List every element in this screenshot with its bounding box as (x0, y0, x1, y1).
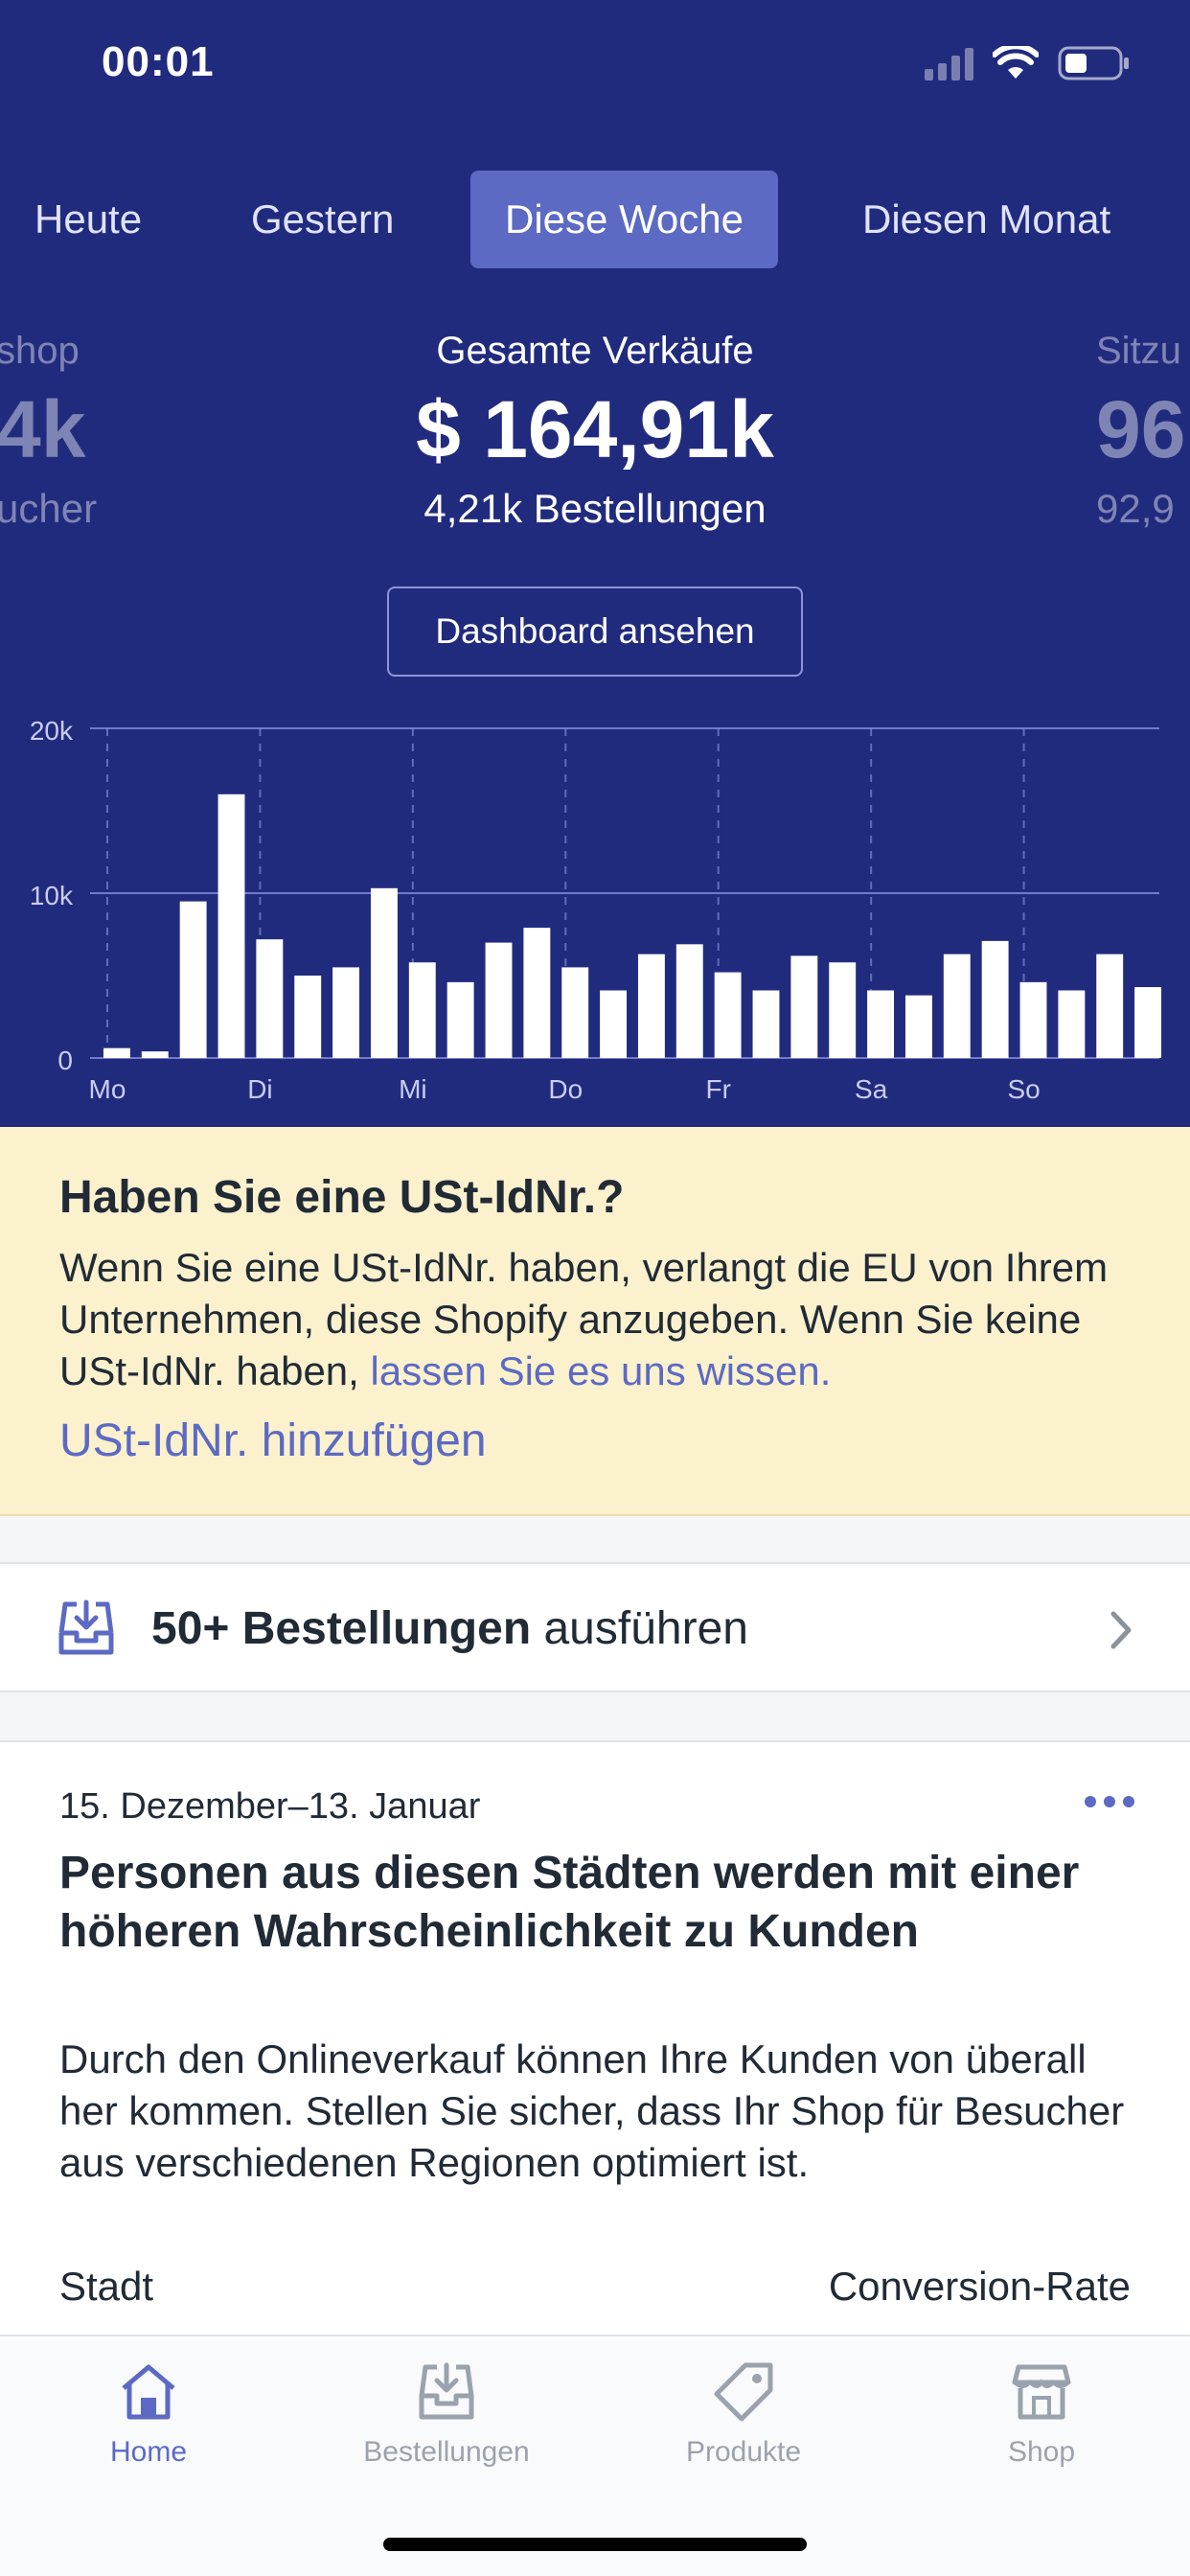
total-sales-label: Gesamte Verkäufe (436, 330, 754, 372)
insight-description: Durch den Onlineverkauf können Ihre Kund… (59, 2036, 1125, 2185)
chart-bar (829, 962, 857, 1058)
tag-icon (714, 2362, 773, 2422)
chart-bar (561, 967, 589, 1058)
add-vat-number-link[interactable]: USt-IdNr. hinzufügen (59, 1415, 487, 1466)
chart-bar (1058, 990, 1086, 1058)
fulfill-orders-row[interactable]: 50+ Bestellungen ausführen (0, 1562, 1190, 1692)
total-sales-value: $ 164,91k (416, 384, 774, 474)
chart-bar (1019, 981, 1047, 1058)
status-time: 00:01 (102, 38, 215, 85)
metric-right-label: Sitzu (1096, 330, 1181, 372)
chart-bar (867, 990, 895, 1058)
chart-bar (752, 990, 780, 1058)
tab-home[interactable]: Home (34, 2359, 263, 2469)
tab-bestellungen[interactable]: Bestellungen (332, 2359, 561, 2469)
tab-heute[interactable]: Heute (34, 196, 143, 242)
fulfill-action: ausführen (543, 1603, 748, 1654)
tab-diesen-monat[interactable]: Diesen Monat (862, 196, 1111, 242)
chart-bar (179, 901, 207, 1058)
column-header-conversion-rate: Conversion-Rate (828, 2264, 1131, 2309)
metric-card-left[interactable]: shop 4k ucher (0, 324, 97, 537)
chart-bar (294, 976, 322, 1058)
view-dashboard-button[interactable]: Dashboard ansehen (387, 586, 803, 677)
y-tick-label: 20k (30, 716, 74, 746)
tab-produkte[interactable]: Produkte (629, 2359, 858, 2469)
tab-bestellungen-label: Bestellungen (363, 2436, 530, 2468)
chart-bar (485, 942, 513, 1058)
wifi-icon (993, 46, 1039, 79)
home-icon (122, 2364, 175, 2420)
column-header-city: Stadt (59, 2264, 154, 2309)
home-indicator (383, 2538, 807, 2551)
vat-banner-text: Wenn Sie eine USt-IdNr. haben, verlangt … (59, 1245, 1109, 1393)
insight-title: Personen aus diesen Städten werden mit e… (59, 1848, 1080, 1957)
tab-shop-label: Shop (1007, 2436, 1076, 2468)
chart-bar (904, 995, 932, 1058)
chart-bar (256, 939, 284, 1058)
chart-bar (675, 944, 703, 1058)
store-icon (1012, 2364, 1071, 2420)
let-us-know-link[interactable]: lassen Sie es uns wissen. (370, 1348, 832, 1393)
status-icons (925, 42, 1131, 84)
chart-bar (1096, 954, 1124, 1058)
insight-date-range: 15. Dezember–13. Januar (59, 1786, 481, 1827)
total-orders-count: 4,21k Bestellungen (423, 486, 767, 531)
metric-right-sub: 92,9 (1096, 486, 1175, 531)
inbox-download-icon (58, 1599, 114, 1655)
metric-left-label: shop (0, 330, 80, 372)
tab-produkte-label: Produkte (685, 2436, 802, 2468)
analytics-header: 00:01 Heute Gestern Diese Woche Diesen M… (0, 0, 1190, 1127)
metric-left-value: 4k (0, 384, 86, 474)
tab-gestern[interactable]: Gestern (251, 196, 395, 242)
orders-count: 50+ Bestellungen (151, 1603, 532, 1654)
vat-banner: Haben Sie eine USt-IdNr.? Wenn Sie eine … (0, 1127, 1190, 1516)
x-tick-label: Di (247, 1074, 272, 1104)
y-tick-label: 10k (30, 881, 74, 910)
metric-right-value: 96 (1096, 384, 1186, 474)
chart-bar (637, 954, 665, 1058)
chart-bar (141, 1051, 169, 1058)
chart-bar (1134, 987, 1162, 1058)
more-options-icon[interactable] (1083, 1794, 1136, 1809)
x-tick-label: Fr (705, 1074, 730, 1104)
x-tick-label: Mo (89, 1074, 126, 1104)
chart-bar (943, 954, 971, 1058)
metric-card-right[interactable]: Sitzu 96 92,9 (1096, 324, 1185, 537)
vat-banner-body: Wenn Sie eine USt-IdNr. haben, verlangt … (59, 1242, 1133, 1397)
tab-home-label: Home (109, 2436, 188, 2468)
sales-bar-chart: 20k 10k 0 Mo Di Mi Do Fr Sa So (30, 716, 1162, 1104)
cellular-signal-icon (925, 46, 973, 80)
chart-bar (600, 990, 628, 1058)
vat-banner-title: Haben Sie eine USt-IdNr.? (59, 1172, 625, 1223)
x-tick-label: Mi (399, 1074, 427, 1104)
chevron-right-icon (1110, 1611, 1132, 1649)
metric-card-total-sales[interactable]: Gesamte Verkäufe $ 164,91k 4,21k Bestell… (0, 324, 1190, 537)
period-tabs: Heute Gestern Diese Woche Diesen Monat (0, 171, 1190, 268)
insight-card: 15. Dezember–13. Januar Personen aus die… (0, 1740, 1190, 2334)
chart-bar (981, 940, 1009, 1058)
chart-bar (790, 955, 818, 1058)
chart-bar (714, 972, 742, 1058)
metric-left-sub: ucher (0, 486, 98, 531)
chart-bar (103, 1047, 130, 1058)
x-tick-label: So (1007, 1074, 1040, 1104)
chart-bar (446, 981, 474, 1058)
tab-shop[interactable]: Shop (927, 2359, 1156, 2469)
chart-bar (370, 887, 398, 1058)
battery-icon (1058, 46, 1129, 80)
chart-bar (523, 928, 551, 1058)
tab-diese-woche[interactable]: Diese Woche (470, 171, 779, 268)
chart-bar (332, 967, 360, 1058)
bottom-tab-bar: Home Bestellungen Produkte Shop (0, 2334, 1190, 2576)
orders-icon (419, 2362, 474, 2420)
fulfill-orders-text: 50+ Bestellungen ausführen (151, 1564, 748, 1694)
x-tick-label: Do (548, 1074, 583, 1104)
chart-bar (217, 794, 245, 1058)
y-tick-label: 0 (57, 1046, 73, 1075)
x-tick-label: Sa (855, 1074, 888, 1104)
chart-bar (408, 962, 436, 1058)
